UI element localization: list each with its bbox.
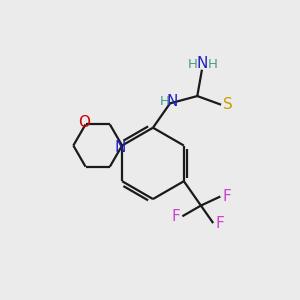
- Text: S: S: [223, 97, 232, 112]
- Text: H: H: [188, 58, 197, 71]
- Text: F: F: [223, 189, 231, 204]
- Text: N: N: [167, 94, 178, 110]
- Text: O: O: [78, 116, 90, 130]
- Text: N: N: [196, 56, 208, 71]
- Text: F: F: [215, 216, 224, 231]
- Text: H: H: [207, 58, 217, 71]
- Text: H: H: [160, 95, 170, 108]
- Text: N: N: [115, 140, 126, 154]
- Text: F: F: [172, 209, 180, 224]
